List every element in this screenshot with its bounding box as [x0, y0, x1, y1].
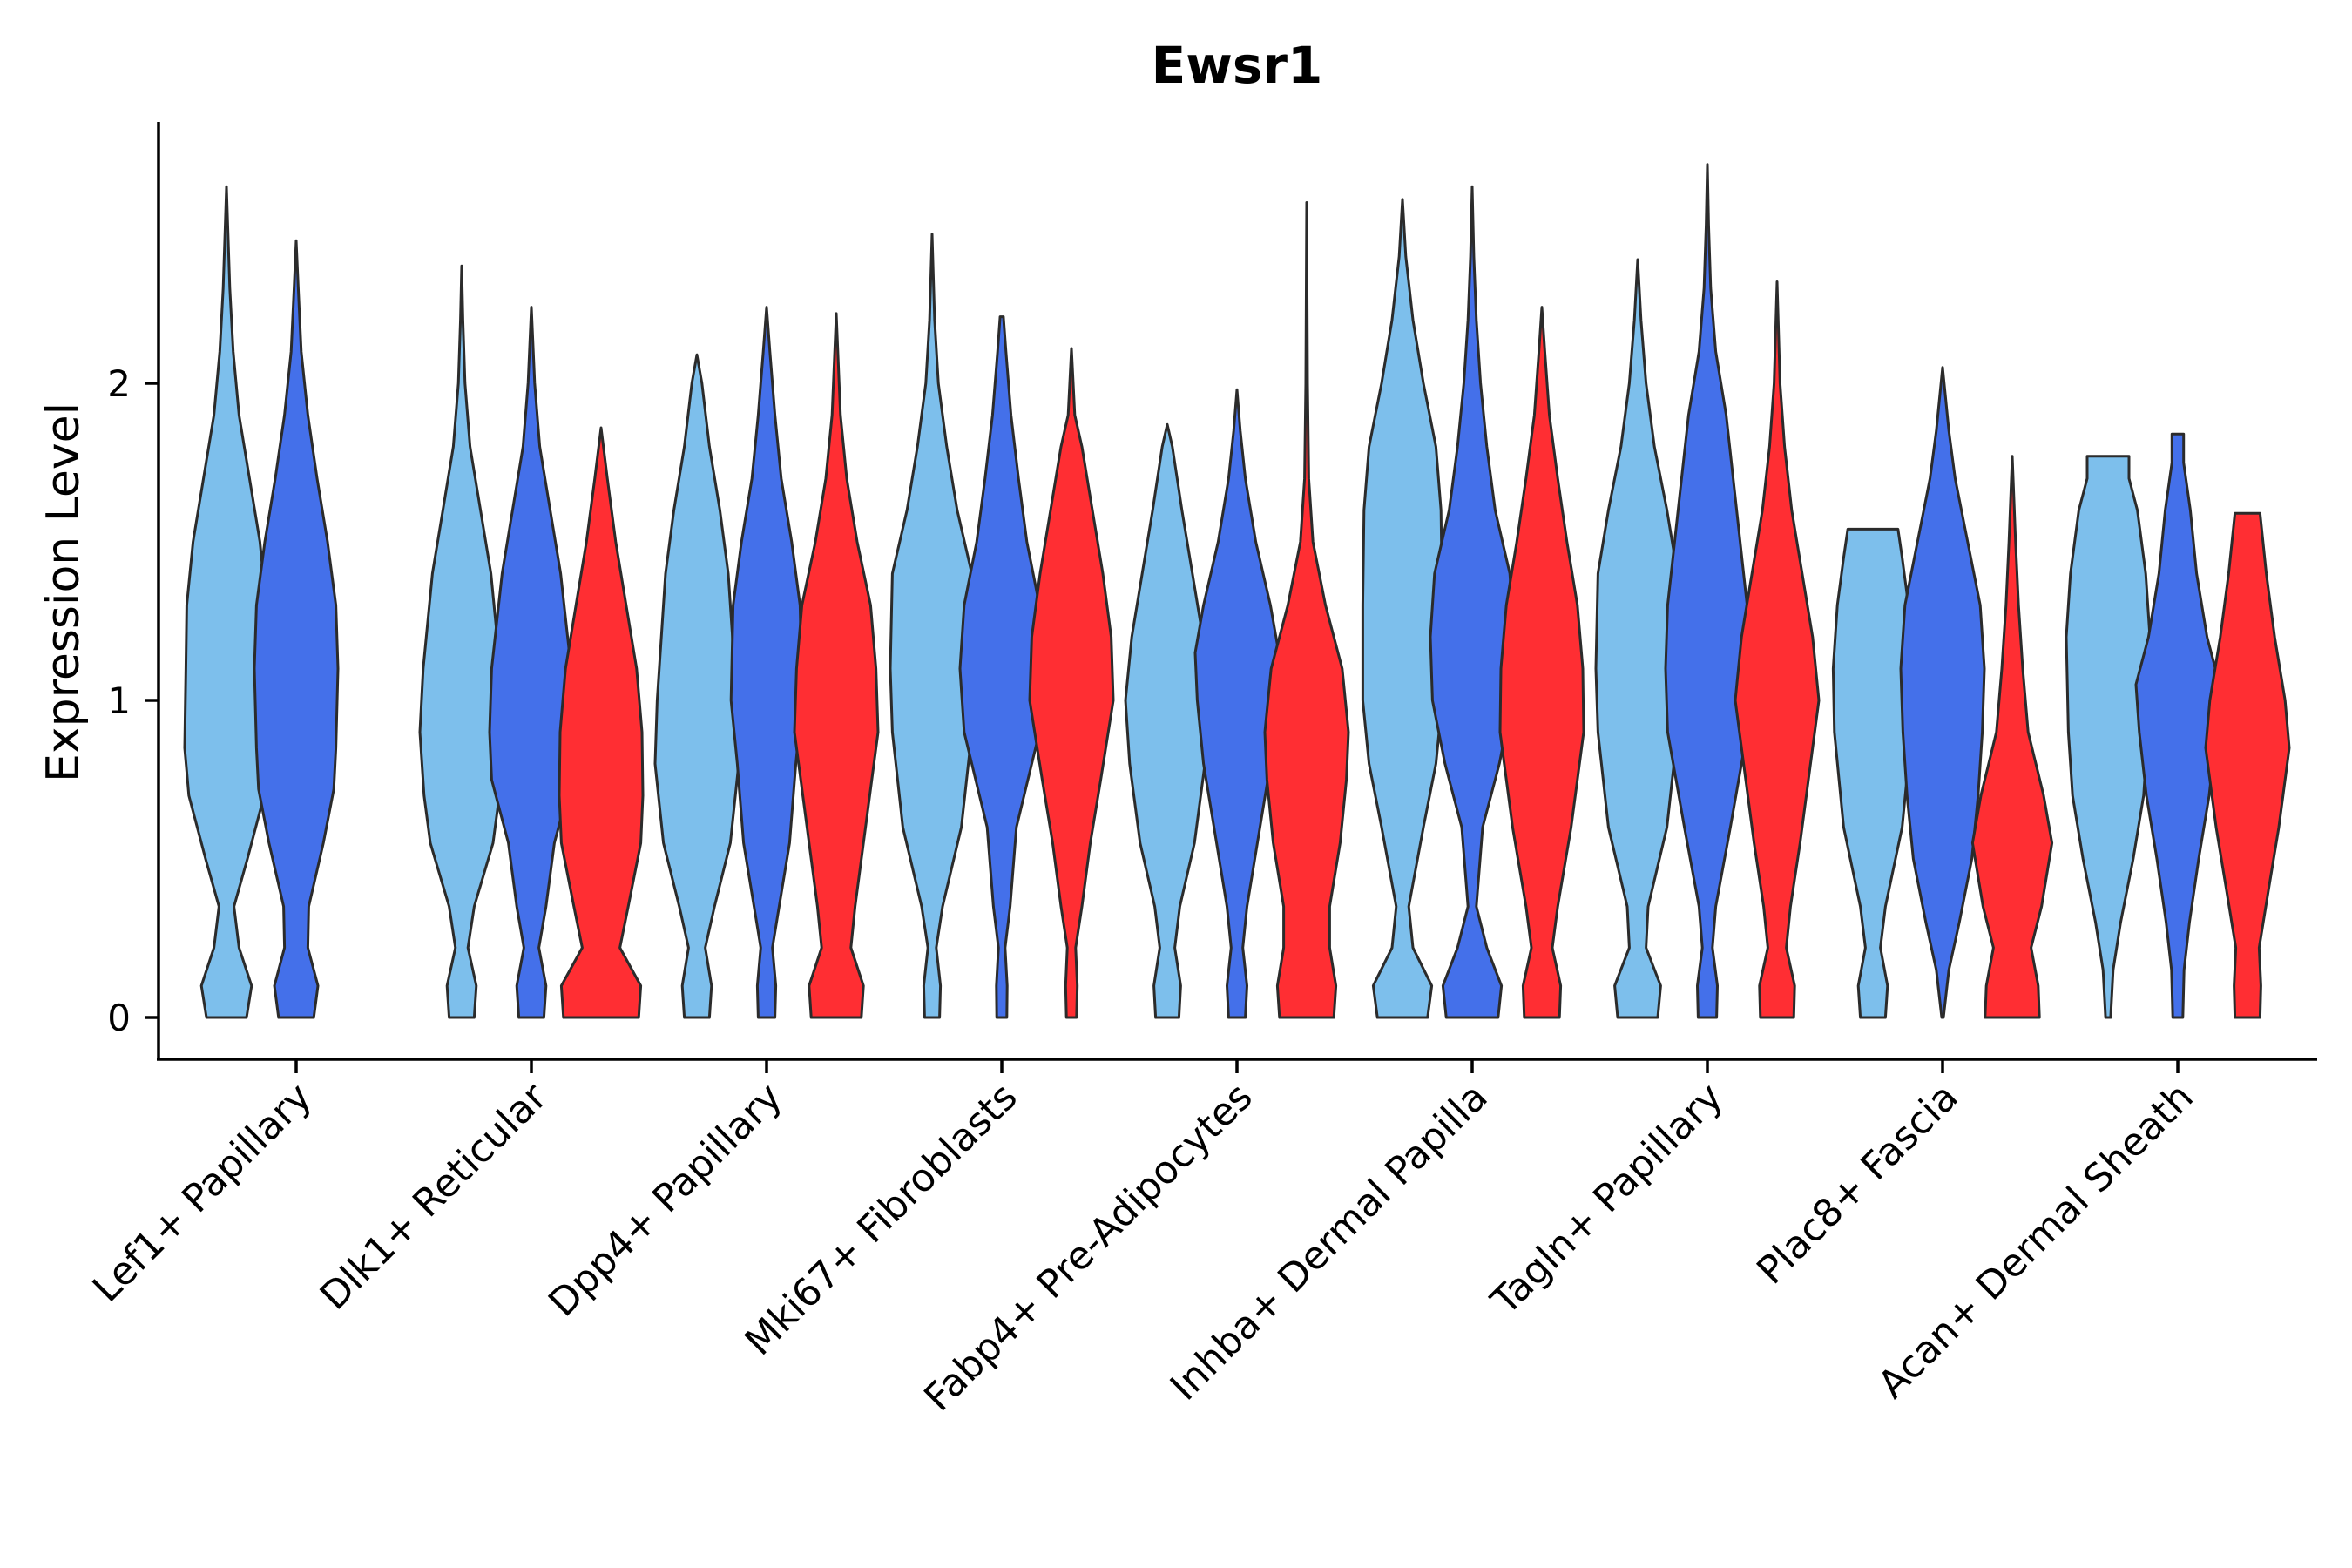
- violin-inhba-dermal-papilla-group-1: [1361, 198, 1444, 1019]
- violin-mki67-fibroblasts-group-3: [1028, 347, 1115, 1019]
- violin-dlk1-reticular-group-3: [558, 426, 645, 1019]
- y-tick-label-1: 1: [107, 679, 131, 722]
- violin-acan-dermal-sheath-group-1: [2065, 455, 2152, 1019]
- violin-plac8-fascia-group-2: [1899, 366, 1986, 1019]
- violin-dpp4-papillary-group-3: [793, 312, 880, 1019]
- violin-acan-dermal-sheath-group-2: [2134, 432, 2221, 1019]
- violin-inhba-dermal-papilla-group-2: [1429, 185, 1516, 1019]
- violin-plac8-fascia-group-1: [1831, 527, 1915, 1019]
- violin-inhba-dermal-papilla-group-3: [1498, 306, 1585, 1019]
- violin-fabp4-pre-adipocytes-group-2: [1193, 388, 1281, 1019]
- violin-mki67-fibroblasts-group-2: [958, 315, 1045, 1019]
- y-ticks: 0 1 2: [107, 362, 159, 1039]
- x-tick-label-tagln-papillary: Tagln+ Papillary: [1483, 1075, 1732, 1324]
- violin-group: [183, 163, 2291, 1019]
- y-tick-label-2: 2: [107, 362, 131, 405]
- x-tick-label-dlk1-reticular: Dlk1+ Reticular: [312, 1074, 557, 1319]
- violin-dlk1-reticular-group-1: [418, 264, 505, 1019]
- y-tick-label-0: 0: [107, 997, 131, 1039]
- violin-tagln-papillary-group-2: [1664, 163, 1751, 1019]
- y-axis-label: Expression Level: [37, 402, 90, 782]
- violin-plac8-fascia-group-3: [1970, 455, 2054, 1019]
- violin-fabp4-pre-adipocytes-group-3: [1263, 201, 1350, 1019]
- violin-tagln-papillary-group-3: [1734, 280, 1821, 1019]
- x-tick-label-dpp4-papillary: Dpp4+ Papillary: [540, 1075, 791, 1326]
- violin-fabp4-pre-adipocytes-group-1: [1124, 422, 1211, 1019]
- chart-title: Ewsr1: [1152, 36, 1323, 95]
- violin-dlk1-reticular-group-2: [488, 306, 575, 1019]
- violin-acan-dermal-sheath-group-3: [2204, 511, 2291, 1019]
- x-tick-label-plac8-fascia: Plac8+ Fascia: [1748, 1075, 1967, 1294]
- violin-dpp4-papillary-group-2: [729, 306, 804, 1019]
- x-tick-label-lef1-papillary: Lef1+ Papillary: [84, 1075, 321, 1311]
- violin-mki67-fibroblasts-group-1: [889, 233, 976, 1019]
- violin-lef1-papillary-group-2: [253, 239, 340, 1019]
- violin-dpp4-papillary-group-1: [653, 353, 740, 1019]
- violin-tagln-papillary-group-1: [1594, 258, 1681, 1019]
